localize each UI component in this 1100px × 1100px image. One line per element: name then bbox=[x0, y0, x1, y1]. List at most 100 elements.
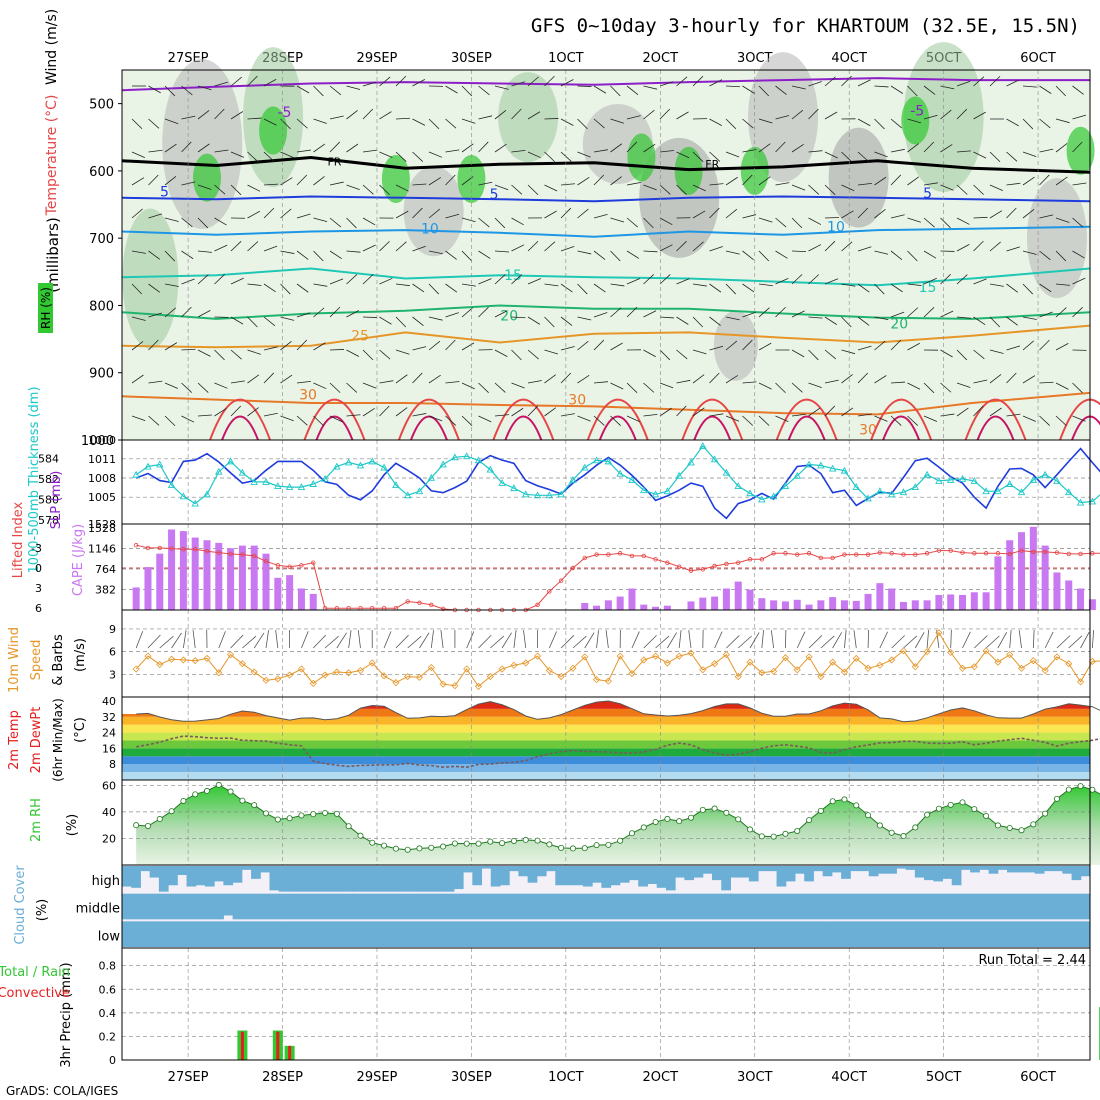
wind-barb-10m bbox=[749, 632, 760, 649]
wind-barb-10m bbox=[357, 630, 361, 649]
cloud-cell-low bbox=[951, 921, 962, 947]
rh-point bbox=[239, 797, 246, 804]
wind-barb bbox=[346, 217, 357, 229]
cloud-cell-low bbox=[739, 921, 750, 947]
wind-barb bbox=[775, 141, 786, 153]
wind-speed-point bbox=[415, 673, 424, 681]
wind-barb-10m bbox=[997, 632, 1007, 649]
wind-speed-point bbox=[876, 661, 884, 669]
wind-barb bbox=[1006, 345, 1021, 351]
wind-barb bbox=[989, 349, 1004, 354]
wind-barb bbox=[1006, 182, 1021, 186]
wind-barb-10m bbox=[253, 632, 265, 649]
wind-speed-point bbox=[911, 663, 919, 671]
date-label-bottom: 3OCT bbox=[737, 1070, 773, 1085]
wind-barb bbox=[230, 405, 242, 417]
wind-barb bbox=[709, 283, 722, 293]
cape-bar bbox=[1077, 588, 1085, 610]
wind-barb-10m bbox=[312, 634, 327, 649]
wind-barb bbox=[676, 379, 691, 384]
wind-barb bbox=[791, 413, 806, 417]
isotherm-20 bbox=[121, 304, 1091, 320]
cloud-cell-middle bbox=[481, 893, 492, 920]
wind-barb bbox=[973, 278, 987, 285]
wind-barb bbox=[824, 240, 836, 252]
wind-barb bbox=[808, 184, 820, 195]
cloud-cell-low bbox=[859, 921, 870, 947]
isotherm-35 bbox=[964, 398, 1027, 441]
temp-band bbox=[122, 697, 1090, 701]
wind-speed-point bbox=[439, 680, 447, 688]
wind-speed-point bbox=[592, 676, 601, 684]
wind-speed-point bbox=[675, 652, 683, 660]
slp-tick-label: 1011 bbox=[88, 453, 116, 466]
li-point bbox=[924, 551, 930, 556]
wind-barb bbox=[1022, 151, 1037, 158]
cape-bar bbox=[746, 589, 754, 610]
wind-barb bbox=[1006, 316, 1018, 326]
wind-barb bbox=[824, 151, 838, 159]
wind-barb bbox=[346, 85, 361, 90]
cloud-cell-low bbox=[195, 921, 206, 947]
wind-barb-10m bbox=[324, 635, 339, 649]
wind-barb bbox=[940, 274, 951, 285]
thickness-point bbox=[1041, 470, 1049, 478]
cloud-cell-high bbox=[767, 866, 778, 872]
li-tick-label: -3 bbox=[31, 542, 42, 555]
wind-barb-10m bbox=[832, 632, 842, 649]
cape-bar bbox=[876, 583, 884, 610]
cloud-cell-low bbox=[251, 921, 261, 947]
cloud-cell-high bbox=[730, 866, 741, 878]
freezing-label: FR bbox=[327, 156, 341, 169]
wind-barb bbox=[758, 283, 773, 287]
cloud-cell-middle bbox=[158, 893, 169, 920]
rh-point bbox=[770, 833, 777, 840]
li-point bbox=[311, 560, 316, 565]
cloud-cell-low bbox=[831, 921, 842, 947]
wind-barb bbox=[445, 312, 459, 318]
wind-barb bbox=[1072, 382, 1083, 394]
date-label-bottom: 5OCT bbox=[926, 1070, 962, 1085]
cloud-cell-high bbox=[297, 866, 307, 892]
wind-barb-10m bbox=[903, 635, 918, 649]
cloud-cell-low bbox=[988, 921, 999, 947]
rh-point bbox=[687, 814, 694, 821]
wind-barb bbox=[857, 283, 870, 293]
li-point bbox=[1031, 549, 1036, 555]
thickness-point bbox=[876, 487, 884, 495]
wind-barb bbox=[412, 118, 426, 126]
wind-barb bbox=[511, 149, 526, 153]
wind-barb-10m bbox=[974, 635, 988, 649]
wind-barb bbox=[610, 307, 622, 318]
wind-barb bbox=[197, 110, 210, 120]
cloud-cell-middle bbox=[997, 893, 1008, 920]
wind-barb bbox=[362, 184, 374, 195]
wind-speed-point bbox=[522, 659, 530, 667]
wind-barb bbox=[329, 141, 341, 153]
thickness-point bbox=[1017, 488, 1026, 496]
wind-barb bbox=[197, 310, 211, 318]
li-point bbox=[1019, 548, 1024, 553]
cloud-cell-high bbox=[204, 866, 215, 887]
wind-barb bbox=[1006, 207, 1017, 219]
wind-barb bbox=[527, 405, 539, 417]
rh-patch bbox=[498, 72, 559, 163]
wind-barb bbox=[461, 217, 476, 223]
cloud-cell-middle bbox=[343, 893, 353, 920]
wind-barb bbox=[725, 250, 740, 255]
cloud-cell-middle bbox=[214, 893, 224, 920]
cloud-cell-high bbox=[712, 866, 722, 881]
date-label-top: 1OCT bbox=[548, 51, 584, 66]
wind-barb bbox=[1022, 176, 1035, 186]
wind-barbs bbox=[131, 75, 1087, 427]
li-point bbox=[972, 551, 977, 556]
wind-barb bbox=[725, 316, 740, 321]
wind-barb bbox=[643, 184, 657, 191]
wind-barb bbox=[626, 182, 641, 186]
date-label-bottom: 27SEP bbox=[168, 1070, 209, 1085]
wind-barb bbox=[841, 75, 852, 87]
wind-barb bbox=[808, 217, 822, 225]
wind-barb bbox=[626, 382, 638, 394]
wind-barb bbox=[857, 316, 870, 326]
wind-barb bbox=[824, 278, 839, 285]
